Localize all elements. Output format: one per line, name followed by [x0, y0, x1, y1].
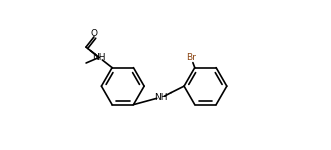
- Text: Br: Br: [186, 52, 196, 62]
- Text: O: O: [90, 29, 97, 38]
- Text: NH: NH: [154, 93, 167, 102]
- Text: NH: NH: [92, 53, 106, 62]
